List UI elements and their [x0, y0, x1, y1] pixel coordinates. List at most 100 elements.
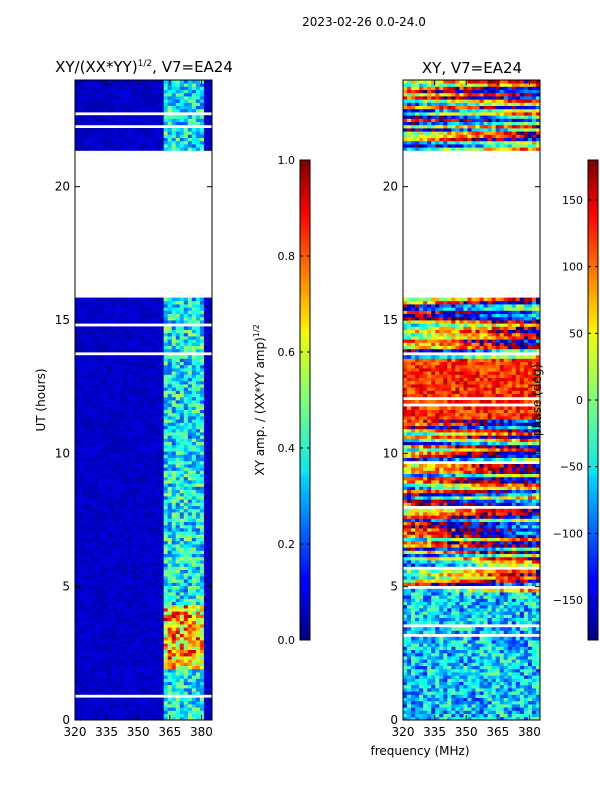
- heatmap-cell: [159, 534, 165, 538]
- heatmap-cell: [103, 92, 108, 97]
- heatmap-cell: [203, 441, 209, 446]
- heatmap-cell: [99, 614, 104, 618]
- heatmap-cell: [191, 649, 197, 654]
- heatmap-cell: [171, 496, 177, 500]
- heatmap-cell: [127, 316, 132, 321]
- heatmap-cell: [163, 534, 169, 538]
- heatmap-cell: [183, 137, 189, 142]
- heatmap-cell: [179, 569, 185, 574]
- heatmap-cell: [199, 483, 205, 487]
- heatmap-cell: [187, 579, 193, 583]
- heatmap-cell: [139, 313, 144, 318]
- heatmap-cell: [159, 416, 165, 420]
- heatmap-cell: [87, 355, 92, 359]
- heatmap-cell: [107, 563, 112, 567]
- heatmap-cell: [91, 419, 96, 423]
- heatmap-cell: [191, 537, 197, 542]
- heatmap-cell: [79, 512, 84, 516]
- heatmap-cell: [203, 604, 209, 609]
- heatmap-cell: [179, 544, 185, 548]
- heatmap-cell: [131, 499, 136, 503]
- heatmap-cell: [103, 332, 108, 337]
- heatmap-cell: [199, 297, 205, 302]
- heatmap-cell: [119, 374, 124, 378]
- heatmap-cell: [143, 646, 148, 650]
- heatmap-cell: [135, 553, 140, 558]
- heatmap-cell: [99, 480, 104, 484]
- heatmap-cell: [143, 515, 148, 519]
- heatmap-cell: [139, 444, 144, 449]
- heatmap-cell: [203, 403, 209, 407]
- figure-suptitle: 2023-02-26 0.0-24.0: [302, 15, 426, 29]
- heatmap-cell: [95, 716, 100, 721]
- heatmap-cell: [167, 483, 173, 487]
- heatmap-cell: [79, 540, 84, 545]
- heatmap-cell: [107, 460, 112, 465]
- heatmap-cell: [139, 620, 144, 625]
- heatmap-cell: [183, 307, 189, 311]
- heatmap-cell: [111, 304, 116, 308]
- heatmap-cell: [103, 489, 108, 494]
- heatmap-cell: [111, 92, 116, 97]
- heatmap-cell: [95, 608, 100, 612]
- heatmap-cell: [147, 355, 152, 359]
- heatmap-cell: [159, 515, 165, 519]
- heatmap-cell: [175, 598, 181, 602]
- heatmap-cell: [183, 310, 189, 314]
- heatmap-cell: [83, 515, 88, 519]
- heatmap-cell: [191, 595, 197, 599]
- heatmap-cell: [175, 579, 181, 583]
- heatmap-cell: [79, 528, 84, 532]
- heatmap-cell: [131, 656, 136, 660]
- heatmap-cell: [151, 617, 156, 622]
- heatmap-cell: [183, 419, 189, 423]
- heatmap-cell: [155, 601, 161, 606]
- heatmap-cell: [103, 566, 108, 570]
- heatmap-cell: [179, 601, 185, 606]
- heatmap-cell: [191, 371, 197, 375]
- heatmap-cell: [147, 617, 152, 622]
- heatmap-cell: [147, 460, 152, 465]
- heatmap-cell: [83, 563, 88, 567]
- heatmap-cell: [111, 716, 116, 721]
- heatmap-cell: [135, 96, 140, 100]
- heatmap-cell: [119, 470, 124, 474]
- heatmap-cell: [127, 534, 132, 538]
- heatmap-cell: [131, 432, 136, 436]
- heatmap-cell: [151, 342, 156, 346]
- heatmap-cell: [195, 329, 201, 334]
- heatmap-cell: [111, 537, 116, 542]
- heatmap-cell: [111, 659, 116, 663]
- heatmap-cell: [163, 438, 169, 442]
- heatmap-cell: [171, 444, 177, 449]
- heatmap-cell: [143, 89, 148, 94]
- heatmap-cell: [207, 483, 213, 487]
- heatmap-cell: [131, 358, 136, 362]
- heatmap-cell: [167, 396, 173, 401]
- heatmap-cell: [123, 668, 128, 673]
- heatmap-cell: [119, 515, 124, 519]
- heatmap-cell: [155, 470, 161, 474]
- heatmap-cell: [91, 128, 96, 132]
- heatmap-cell: [183, 470, 189, 474]
- heatmap-cell: [99, 643, 104, 647]
- heatmap-cell: [195, 131, 201, 135]
- heatmap-cell: [123, 464, 128, 468]
- heatmap-cell: [107, 486, 112, 490]
- heatmap-cell: [143, 483, 148, 487]
- heatmap-cell: [187, 486, 193, 490]
- heatmap-cell: [207, 99, 213, 103]
- heatmap-cell: [75, 409, 80, 414]
- heatmap-cell: [191, 400, 197, 404]
- heatmap-cell: [127, 310, 132, 314]
- heatmap-cell: [127, 464, 132, 468]
- heatmap-cell: [107, 675, 112, 679]
- heatmap-cell: [183, 576, 189, 580]
- heatmap-cell: [187, 297, 193, 302]
- heatmap-cell: [135, 688, 140, 692]
- heatmap-cell: [195, 448, 201, 452]
- heatmap-cell: [135, 592, 140, 596]
- heatmap-cell: [103, 393, 108, 398]
- heatmap-cell: [155, 707, 161, 711]
- heatmap-cell: [115, 96, 120, 100]
